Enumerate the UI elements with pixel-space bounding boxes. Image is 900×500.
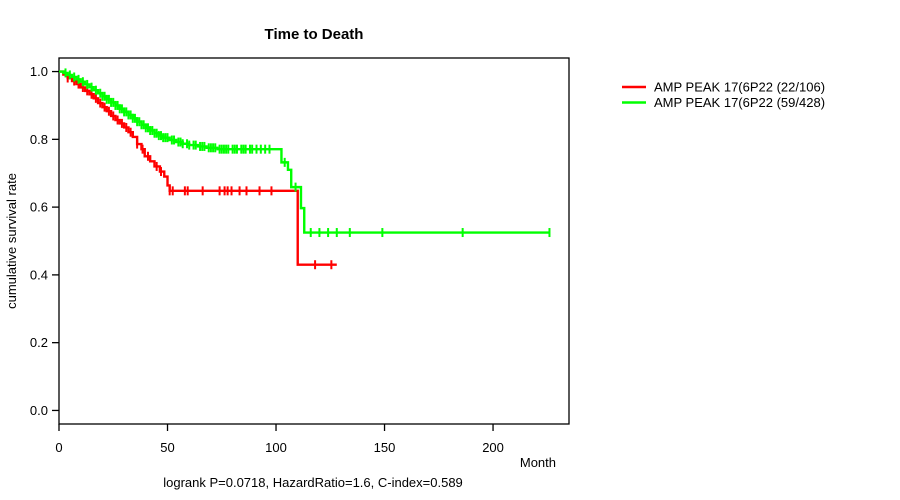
survival-curve-group2 xyxy=(59,70,550,234)
x-tick-label: 200 xyxy=(482,440,504,455)
y-tick-label: 0.2 xyxy=(30,335,48,350)
legend-label-group2: AMP PEAK 17(6P22 (59/428) xyxy=(654,95,825,110)
x-tick-label: 50 xyxy=(160,440,174,455)
survival-curve-group1 xyxy=(59,70,337,266)
plot-area: 0 50 100 150 200 0.0 0.2 0.4 0.6 0.8 1.0 xyxy=(30,57,570,455)
y-tick-label: 0.8 xyxy=(30,132,48,147)
y-axis-label: cumulative survival rate xyxy=(4,173,19,309)
y-tick-label: 0.4 xyxy=(30,267,48,282)
y-tick-label: 0.6 xyxy=(30,200,48,215)
x-tick-label: 0 xyxy=(55,440,62,455)
chart-title: Time to Death xyxy=(265,26,364,43)
x-tick-label: 150 xyxy=(374,440,396,455)
stats-annotation: logrank P=0.0718, HazardRatio=1.6, C-ind… xyxy=(163,475,463,490)
x-axis-label: Month xyxy=(520,455,556,470)
y-tick-label: 1.0 xyxy=(30,64,48,79)
legend-label-group1: AMP PEAK 17(6P22 (22/106) xyxy=(654,80,825,95)
x-tick-label: 100 xyxy=(265,440,287,455)
plot-border xyxy=(58,57,570,425)
legend: AMP PEAK 17(6P22 (22/106) AMP PEAK 17(6P… xyxy=(622,80,825,110)
y-tick-label: 0.0 xyxy=(30,403,48,418)
